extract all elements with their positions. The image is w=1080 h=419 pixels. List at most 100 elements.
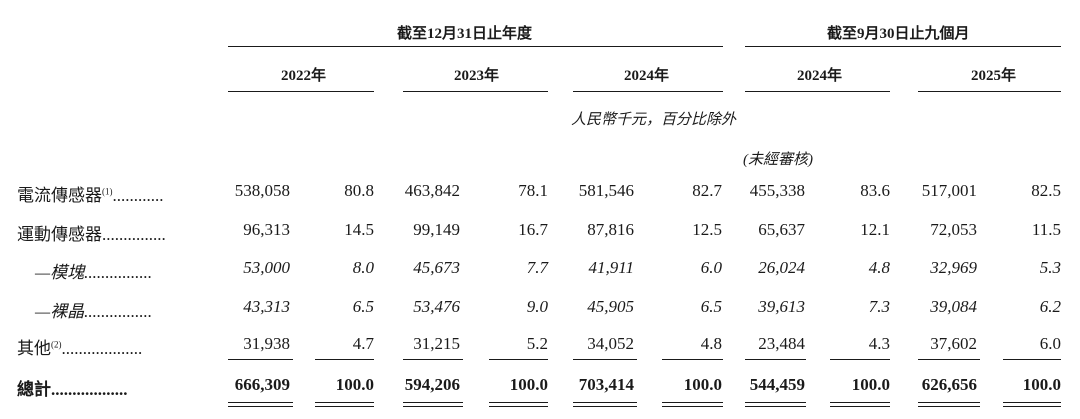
total-double-rule (830, 406, 890, 407)
total-double-rule (315, 402, 374, 403)
year-header-2023: 2023年 (454, 68, 500, 84)
table-cell: 4.8 (700, 334, 722, 353)
table-cell: 65,637 (758, 220, 805, 239)
table-cell: 32,969 (930, 258, 977, 277)
table-cell: 11.5 (1031, 220, 1061, 239)
total-double-rule (662, 406, 723, 407)
subtotal-rule (573, 359, 637, 360)
table-cell: 80.8 (344, 181, 374, 200)
year-header-2025: 2025年 (971, 68, 1017, 84)
subtotal-rule (489, 359, 548, 360)
year-header-2024-nine: 2024年 (797, 68, 843, 84)
table-cell: 100.0 (335, 375, 374, 394)
unit-note: 人民幣千元，百分比除外 (571, 112, 737, 128)
table-cell: 463,842 (404, 181, 460, 200)
subtotal-rule (745, 359, 806, 360)
year-header-2024: 2024年 (624, 68, 670, 84)
total-double-rule (918, 406, 980, 407)
table-cell: 5.3 (1039, 258, 1061, 277)
table-cell: 99,149 (413, 220, 460, 239)
total-double-rule (573, 402, 637, 403)
table-cell: 31,938 (243, 334, 290, 353)
total-double-rule (662, 402, 723, 403)
table-cell: 6.0 (700, 258, 722, 277)
subtotal-rule (830, 359, 890, 360)
table-cell: 16.7 (518, 220, 548, 239)
table-cell: 6.5 (700, 297, 722, 316)
table-cell: 100.0 (509, 375, 548, 394)
table-cell: 6.2 (1039, 297, 1061, 316)
table-cell: 39,613 (758, 297, 805, 316)
total-double-rule (228, 402, 293, 403)
table-cell: 455,338 (749, 181, 805, 200)
table-cell: 34,052 (587, 334, 634, 353)
row-label-bare-die: —裸晶................ (35, 302, 153, 321)
table-cell: 666,309 (234, 375, 290, 394)
table-cell: 43,313 (243, 297, 290, 316)
table-cell: 45,905 (587, 297, 634, 316)
total-double-rule (1003, 402, 1061, 403)
total-double-rule (228, 406, 293, 407)
table-cell: 4.8 (868, 258, 890, 277)
subtotal-rule (1003, 359, 1061, 360)
table-cell: 53,476 (413, 297, 460, 316)
table-cell: 100.0 (851, 375, 890, 394)
row-label-current-sensor: 電流傳感器(1)............ (17, 186, 164, 205)
subtotal-rule (662, 359, 723, 360)
table-cell: 9.0 (526, 297, 548, 316)
total-double-rule (489, 402, 548, 403)
subtotal-rule (315, 359, 374, 360)
table-cell: 26,024 (758, 258, 805, 277)
year-rule (573, 91, 723, 92)
table-cell: 12.1 (860, 220, 890, 239)
table-cell: 31,215 (413, 334, 460, 353)
subtotal-rule (918, 359, 980, 360)
total-double-rule (315, 406, 374, 407)
row-label-module: —模塊................ (35, 263, 153, 282)
total-double-rule (403, 402, 463, 403)
year-rule (745, 91, 890, 92)
header-year-group: 截至12月31日止年度 (397, 26, 533, 42)
table-cell: 78.1 (518, 181, 548, 200)
table-cell: 4.3 (868, 334, 890, 353)
table-cell: 703,414 (578, 375, 634, 394)
year-rule (228, 91, 374, 92)
table-cell: 41,911 (588, 258, 635, 277)
table-cell: 6.0 (1039, 334, 1061, 353)
year-rule (918, 91, 1061, 92)
table-cell: 538,058 (234, 181, 290, 200)
table-cell: 23,484 (758, 334, 805, 353)
year-rule (403, 91, 548, 92)
table-cell: 82.7 (692, 181, 722, 200)
table-cell: 96,313 (243, 220, 290, 239)
total-double-rule (403, 406, 463, 407)
table-cell: 100.0 (683, 375, 722, 394)
table-cell: 82.5 (1031, 181, 1061, 200)
table-cell: 626,656 (921, 375, 977, 394)
table-cell: 87,816 (587, 220, 634, 239)
table-cell: 544,459 (749, 375, 805, 394)
total-double-rule (830, 402, 890, 403)
header-nine-month-group: 截至9月30日止九個月 (827, 26, 970, 42)
table-cell: 594,206 (404, 375, 460, 394)
table-cell: 6.5 (352, 297, 374, 316)
total-double-rule (918, 402, 980, 403)
table-cell: 7.3 (868, 297, 890, 316)
table-cell: 100.0 (1022, 375, 1061, 394)
subtotal-rule (403, 359, 463, 360)
row-label-others: 其他(2)................... (17, 339, 143, 358)
subtotal-rule (228, 359, 293, 360)
table-cell: 581,546 (578, 181, 634, 200)
total-double-rule (489, 406, 548, 407)
table-cell: 12.5 (692, 220, 722, 239)
table-cell: 83.6 (860, 181, 890, 200)
table-cell: 53,000 (243, 258, 290, 277)
table-cell: 7.7 (526, 258, 548, 277)
table-cell: 4.7 (352, 334, 374, 353)
table-cell: 5.2 (526, 334, 548, 353)
header-nine-month-rule (745, 46, 1061, 47)
row-label-total: 總計.................. (17, 380, 128, 399)
year-header-2022: 2022年 (281, 68, 327, 84)
total-double-rule (745, 406, 806, 407)
